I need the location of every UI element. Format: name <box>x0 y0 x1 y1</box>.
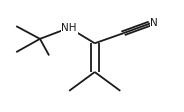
Text: N: N <box>151 18 158 28</box>
Text: NH: NH <box>61 23 77 33</box>
